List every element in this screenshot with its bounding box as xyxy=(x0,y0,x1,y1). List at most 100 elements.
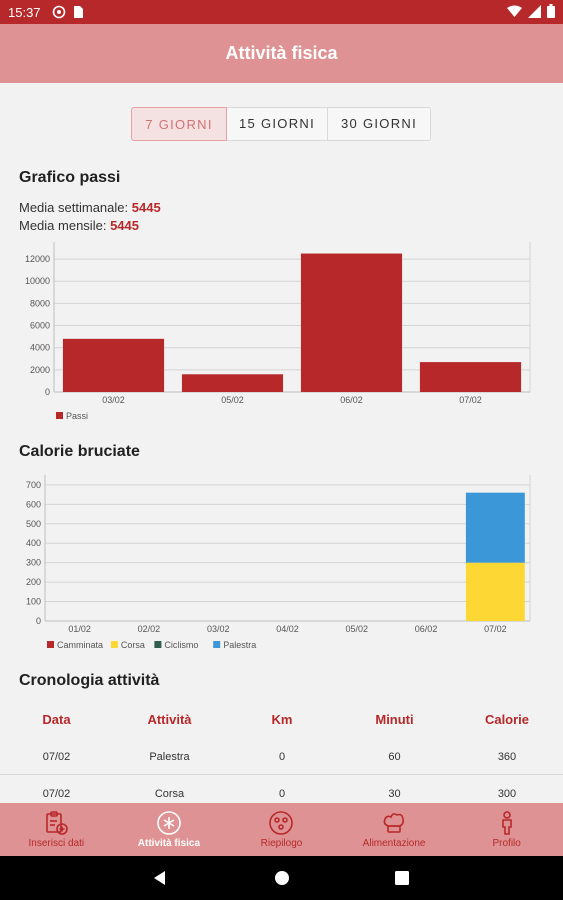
y-tick-label: 2000 xyxy=(30,365,50,375)
y-tick-label: 300 xyxy=(26,558,41,568)
y-tick-label: 6000 xyxy=(30,321,50,331)
nav-item-summary[interactable]: Riepilogo xyxy=(225,803,338,856)
cell-minutes: 30 xyxy=(388,788,401,800)
nav-item-insert-data[interactable]: Inserisci dati xyxy=(0,803,113,856)
bar xyxy=(300,253,403,392)
activity-icon xyxy=(156,810,182,836)
column-header-calories: Calorie xyxy=(484,712,530,727)
back-icon[interactable] xyxy=(152,870,168,891)
steps-chart: 0 2000 4000 6000 8000 10000 12000 03/02 05/02 06/… xyxy=(25,242,531,420)
nav-item-nutrition[interactable]: Alimentazione xyxy=(338,803,451,856)
y-tick-label: 500 xyxy=(26,519,41,529)
nav-label-physical-activity: Attività fisica xyxy=(137,838,201,849)
home-icon[interactable] xyxy=(274,870,290,891)
chef-hat-icon xyxy=(381,810,407,836)
legend-swatch xyxy=(154,641,162,648)
cell-calories: 300 xyxy=(497,788,517,800)
y-tick-label: 10000 xyxy=(25,276,50,286)
x-tick-label: 04/02 xyxy=(276,624,299,634)
row-divider xyxy=(0,774,563,775)
cell-date: 07/02 xyxy=(42,751,71,763)
legend-label: Camminata xyxy=(57,640,103,650)
weekly-average-label: Media settimanale: xyxy=(19,200,129,215)
nav-label-summary: Riepilogo xyxy=(260,838,303,849)
nav-label-insert-data: Inserisci dati xyxy=(28,838,85,849)
y-tick-label: 600 xyxy=(26,499,41,509)
history-title: Cronologia attività xyxy=(19,672,160,689)
y-tick-label: 200 xyxy=(26,577,41,587)
cell-km: 0 xyxy=(278,751,286,763)
nav-item-profile[interactable]: Profilo xyxy=(450,803,563,856)
calories-chart-title: Calorie bruciate xyxy=(19,443,140,460)
x-tick-label: 02/02 xyxy=(138,624,161,634)
tab-30-days[interactable]: 30 GIORNI xyxy=(341,116,417,131)
cell-minutes: 60 xyxy=(388,751,401,763)
nav-label-profile: Profilo xyxy=(492,838,521,849)
legend-label: Palestra xyxy=(223,640,256,650)
y-tick-label: 100 xyxy=(26,597,41,607)
tab-7-days[interactable]: 7 GIORNI xyxy=(131,107,227,141)
bar xyxy=(465,562,525,621)
y-tick-label: 0 xyxy=(45,387,50,397)
legend-label: Corsa xyxy=(121,640,145,650)
x-tick-label: 05/02 xyxy=(221,395,244,405)
bar xyxy=(419,362,522,392)
recents-icon[interactable] xyxy=(395,871,409,890)
x-tick-label: 07/02 xyxy=(459,395,482,405)
system-navigation-bar xyxy=(0,856,563,900)
y-tick-label: 8000 xyxy=(30,298,50,308)
cell-date: 07/02 xyxy=(42,788,71,800)
legend-swatch xyxy=(47,641,54,648)
status-bar: 15:37 xyxy=(0,0,563,24)
clipboard-plus-icon xyxy=(43,810,69,836)
steps-chart-title: Grafico passi xyxy=(19,169,121,186)
period-tabs: 7 GIORNI 15 GIORNI 30 GIORNI xyxy=(131,107,431,141)
x-tick-label: 06/02 xyxy=(340,395,363,405)
nav-item-physical-activity[interactable]: Attività fisica xyxy=(113,803,226,856)
wifi-icon xyxy=(507,5,522,21)
x-tick-label: 03/02 xyxy=(102,395,125,405)
y-tick-label: 400 xyxy=(26,538,41,548)
y-tick-label: 700 xyxy=(26,480,41,490)
y-tick-label: 12000 xyxy=(25,254,50,264)
table-row[interactable]: 07/02 Palestra 0 60 360 xyxy=(0,751,563,763)
sim-card-icon xyxy=(72,5,84,22)
cell-activity: Corsa xyxy=(154,788,185,800)
signal-icon xyxy=(528,4,541,21)
x-tick-label: 06/02 xyxy=(415,624,438,634)
legend-swatch xyxy=(56,412,63,419)
y-tick-label: 4000 xyxy=(30,343,50,353)
bar xyxy=(62,338,165,392)
x-tick-label: 03/02 xyxy=(207,624,230,634)
tab-15-days[interactable]: 15 GIORNI xyxy=(227,108,328,140)
legend-swatch xyxy=(213,641,221,648)
page-title: Attività fisica xyxy=(225,43,338,63)
monthly-average-value: 5445 xyxy=(110,218,139,233)
bar xyxy=(181,374,284,392)
legend-label: Passi xyxy=(66,411,88,420)
x-tick-label: 01/02 xyxy=(68,624,91,634)
bottom-navigation: Inserisci dati Attività fisica Riepilogo… xyxy=(0,803,563,856)
battery-icon xyxy=(547,4,555,21)
table-row[interactable]: 07/02 Corsa 0 30 300 xyxy=(0,788,563,800)
weekly-average-value: 5445 xyxy=(131,200,161,215)
column-header-minutes: Minuti xyxy=(375,712,414,727)
x-tick-label: 07/02 xyxy=(484,624,507,634)
cell-calories: 360 xyxy=(497,751,517,763)
cell-activity: Palestra xyxy=(149,751,190,763)
person-icon xyxy=(494,810,520,836)
y-tick-label: 0 xyxy=(36,616,41,626)
bar xyxy=(465,492,525,563)
calories-chart: 0 100 200 300 400 500 600 700 01/02 02/02 03/02 04/… xyxy=(26,475,531,650)
x-tick-label: 05/02 xyxy=(346,624,369,634)
status-time: 15:37 xyxy=(8,5,41,20)
cell-km: 0 xyxy=(278,788,286,800)
monthly-average-label: Media mensile: xyxy=(19,218,107,233)
monthly-average: Media mensile: 5445 xyxy=(19,218,139,233)
nav-label-nutrition: Alimentazione xyxy=(362,838,426,849)
app-bar: Attività fisica xyxy=(0,24,563,83)
at-sign-icon xyxy=(52,5,66,22)
summary-icon xyxy=(268,810,294,836)
column-header-date: Data xyxy=(42,712,71,727)
legend-label: Ciclismo xyxy=(164,640,198,650)
